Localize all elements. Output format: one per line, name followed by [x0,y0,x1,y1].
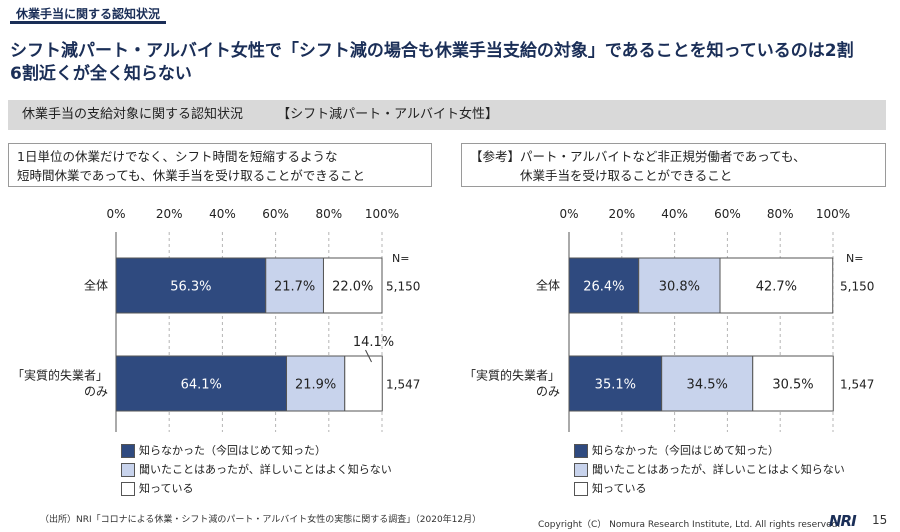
data-label: 14.1% [353,335,394,350]
x-tick-label: 100% [365,207,399,221]
legend-label: 知っている [592,482,647,495]
legend-item: 知っている [574,481,845,500]
page-number: 15 [872,513,888,527]
legend-label: 知らなかった（今回はじめて知った） [592,444,779,457]
header-tag: 休業手当に関する認知状況 [10,4,167,24]
legend-item: 聞いたことはあったが、詳しいことはよく知らない [574,462,845,481]
question-left-line2: 短時間休業であっても、休業手当を受け取ることができること [17,168,366,183]
legend-swatch-series-2 [574,463,588,477]
bar-segment [568,355,663,412]
n-header: N= [846,252,863,265]
legend-swatch-series-1 [121,444,135,458]
n-value: 5,150 [840,280,874,294]
question-left-line1: 1日単位の休業だけでなく、シフト時間を短縮するような [17,149,338,164]
headline-line2: 6割近くが全く知らない [10,64,192,84]
x-tick-label: 0% [559,207,578,221]
bar-segment [568,257,640,314]
nri-logo: NRI [829,512,857,530]
headline-line1: シフト減パート・アルバイト女性で「シフト減の場合も休業手当支給の対象」であること… [10,41,854,61]
question-right-line1: 【参考】パート・アルバイトなど非正規労働者であっても、 [470,149,806,164]
x-tick-label: 60% [714,207,741,221]
bar-segment [719,257,834,314]
x-tick-label: 60% [262,207,289,221]
question-box-right: 【参考】パート・アルバイトなど非正規労働者であっても、 休業手当を受け取ることが… [461,143,886,187]
data-label: 56.3% [170,280,211,295]
section-title: 休業手当の支給対象に関する認知状況 [22,107,244,122]
data-label: 30.8% [659,280,700,295]
bar-segment [344,355,383,412]
legend-label: 知っている [139,482,194,495]
x-tick-label: 80% [767,207,794,221]
question-box-left: 1日単位の休業だけでなく、シフト時間を短縮するような 短時間休業であっても、休業… [8,143,432,187]
category-label: 「実質的失業者」 [12,368,108,383]
bar-segment [265,257,324,314]
n-value: 1,547 [386,378,420,392]
category-label: 「実質的失業者」 [464,368,560,383]
category-label: 全体 [536,278,560,293]
data-label: 42.7% [756,280,797,295]
data-label: 35.1% [595,378,636,393]
bar-segment [286,355,346,412]
data-label: 22.0% [332,280,373,295]
data-label-leader [365,349,372,363]
x-tick-label: 20% [156,207,183,221]
n-header: N= [392,252,409,265]
x-tick-label: 100% [816,207,850,221]
legend-item: 知らなかった（今回はじめて知った） [121,443,392,462]
data-label: 30.5% [772,378,813,393]
x-tick-label: 40% [209,207,236,221]
legend-item: 知っている [121,481,392,500]
legend-item: 聞いたことはあったが、詳しいことはよく知らない [121,462,392,481]
legend-swatch-series-3 [121,482,135,496]
data-label: 21.7% [274,280,315,295]
legend-item: 知らなかった（今回はじめて知った） [574,443,845,462]
legend-label: 知らなかった（今回はじめて知った） [139,444,326,457]
n-value: 5,150 [386,280,420,294]
bar-segment [752,355,834,412]
x-tick-label: 40% [661,207,688,221]
legend-swatch-series-3 [574,482,588,496]
legend-swatch-series-1 [574,444,588,458]
category-label: のみ [84,385,108,399]
copyright-text: Copyright（C） Nomura Research Institute, … [538,520,841,530]
category-label: のみ [536,385,560,399]
x-tick-label: 20% [608,207,635,221]
question-right-line2: 休業手当を受け取ることができること [520,168,733,183]
section-target: 【シフト減パート・アルバイト女性】 [277,107,499,122]
section-title-bar: 休業手当の支給対象に関する認知状況 【シフト減パート・アルバイト女性】 [8,100,886,130]
data-label: 26.4% [583,280,624,295]
legend-swatch-series-2 [121,463,135,477]
source-note: （出所）NRI「コロナによる休業・シフト減のパート・アルバイト女性の実態に関する… [40,515,482,525]
legend-label: 聞いたことはあったが、詳しいことはよく知らない [592,463,845,476]
legend-label: 聞いたことはあったが、詳しいことはよく知らない [139,463,392,476]
data-label: 34.5% [687,378,728,393]
legend-right: 知らなかった（今回はじめて知った） 聞いたことはあったが、詳しいことはよく知らな… [574,443,845,500]
bar-segment [322,257,383,314]
n-value: 1,547 [840,378,874,392]
legend-left: 知らなかった（今回はじめて知った） 聞いたことはあったが、詳しいことはよく知らな… [121,443,392,500]
category-label: 全体 [84,278,108,293]
page-title: シフト減パート・アルバイト女性で「シフト減の場合も休業手当支給の対象」であること… [10,40,870,86]
data-label: 21.9% [295,378,336,393]
data-label: 64.1% [181,378,222,393]
x-tick-label: 0% [106,207,125,221]
x-tick-label: 80% [315,207,342,221]
bar-segment [115,355,288,412]
